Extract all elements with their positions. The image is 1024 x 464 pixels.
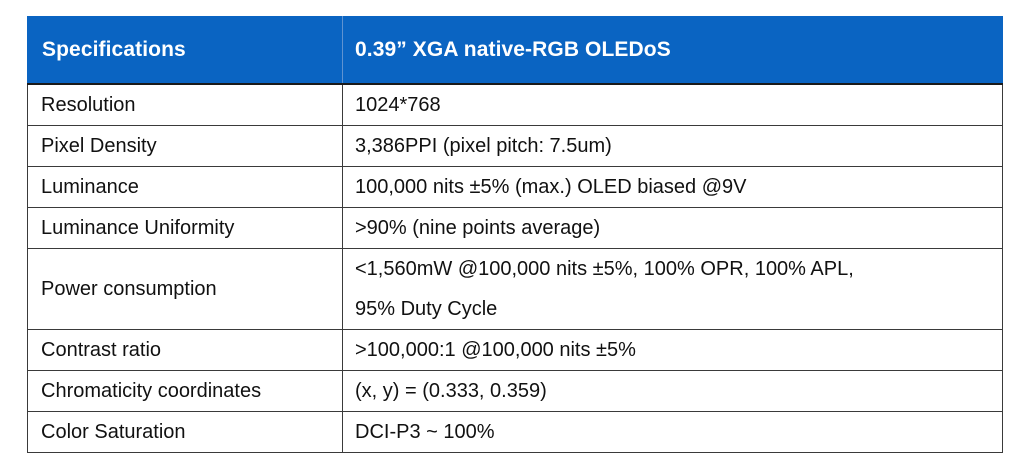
table-row: Luminance 100,000 nits ±5% (max.) OLED b… — [27, 165, 1003, 208]
row-value: 1024*768 — [342, 83, 1003, 126]
row-label: Luminance Uniformity — [27, 206, 343, 249]
header-row: Specifications 0.39” XGA native-RGB OLED… — [27, 16, 1003, 85]
specifications-table: Specifications 0.39” XGA native-RGB OLED… — [27, 16, 1003, 453]
row-value: <1,560mW @100,000 nits ±5%, 100% OPR, 10… — [342, 247, 1003, 330]
row-value: DCI-P3 ~ 100% — [342, 410, 1003, 453]
row-label: Power consumption — [27, 247, 343, 330]
row-value: (x, y) = (0.333, 0.359) — [342, 369, 1003, 412]
row-value: >90% (nine points average) — [342, 206, 1003, 249]
table-row: Contrast ratio >100,000:1 @100,000 nits … — [27, 328, 1003, 371]
row-label: Contrast ratio — [27, 328, 343, 371]
row-label: Chromaticity coordinates — [27, 369, 343, 412]
row-label: Luminance — [27, 165, 343, 208]
row-value-line: 95% Duty Cycle — [355, 297, 498, 320]
table-row: Color Saturation DCI-P3 ~ 100% — [27, 410, 1003, 453]
table-row: Luminance Uniformity >90% (nine points a… — [27, 206, 1003, 249]
table-row: Power consumption <1,560mW @100,000 nits… — [27, 247, 1003, 330]
row-label: Color Saturation — [27, 410, 343, 453]
row-value: >100,000:1 @100,000 nits ±5% — [342, 328, 1003, 371]
table-row: Pixel Density 3,386PPI (pixel pitch: 7.5… — [27, 124, 1003, 167]
table-row: Chromaticity coordinates (x, y) = (0.333… — [27, 369, 1003, 412]
row-value: 100,000 nits ±5% (max.) OLED biased @9V — [342, 165, 1003, 208]
table-row: Resolution 1024*768 — [27, 83, 1003, 126]
row-label: Resolution — [27, 83, 343, 126]
row-value-line: <1,560mW @100,000 nits ±5%, 100% OPR, 10… — [355, 257, 854, 280]
row-value: 3,386PPI (pixel pitch: 7.5um) — [342, 124, 1003, 167]
row-label: Pixel Density — [27, 124, 343, 167]
header-product-name: 0.39” XGA native-RGB OLEDoS — [342, 16, 1003, 85]
header-specifications: Specifications — [27, 16, 343, 85]
